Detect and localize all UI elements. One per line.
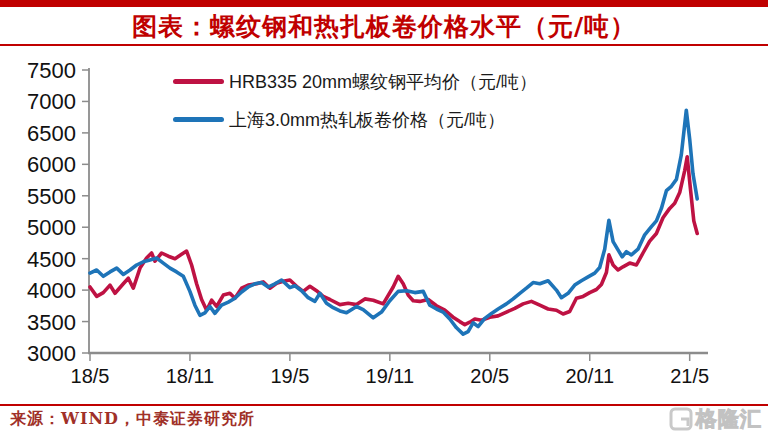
x-tick-label: 18/11 [166, 365, 215, 387]
y-tick-label: 3000 [27, 341, 76, 366]
chart-page: 图表：螺纹钢和热扎板卷价格水平（元/吨） 3000350040004500500… [0, 0, 768, 435]
x-tick-label: 19/5 [270, 365, 309, 387]
legend-item-rebar: HRB335 20mm螺纹钢平均价（元/吨） [173, 66, 537, 97]
source-text: 来源：WIND，中泰证券研究所 [10, 409, 255, 430]
y-tick-label: 6000 [27, 152, 76, 177]
legend-label-hrc: 上海3.0mm热轧板卷价格（元/吨） [229, 108, 505, 132]
x-tick-label: 21/5 [670, 365, 709, 387]
legend-label-rebar: HRB335 20mm螺纹钢平均价（元/吨） [229, 70, 537, 94]
gelonghui-logo-icon [669, 407, 693, 431]
series-line-hrc [90, 110, 697, 334]
y-tick-label: 7000 [27, 89, 76, 114]
y-tick-label: 5500 [27, 184, 76, 209]
y-tick-label: 4000 [27, 278, 76, 303]
x-tick-label: 20/11 [565, 365, 614, 387]
y-tick-label: 3500 [27, 310, 76, 335]
y-tick-label: 5000 [27, 215, 76, 240]
gelonghui-watermark: 格隆汇 [669, 405, 762, 433]
hrc-line-swatch [173, 117, 224, 122]
y-tick-label: 4500 [27, 247, 76, 272]
x-tick-label: 19/11 [366, 365, 415, 387]
rebar-line-swatch [173, 79, 224, 84]
watermark-text: 格隆汇 [696, 405, 762, 433]
footer-divider [0, 404, 768, 406]
y-tick-label: 7500 [27, 58, 76, 83]
legend-item-hrc: 上海3.0mm热轧板卷价格（元/吨） [173, 104, 537, 135]
x-tick-label: 18/5 [71, 365, 110, 387]
x-tick-label: 20/5 [470, 365, 509, 387]
chart-legend: HRB335 20mm螺纹钢平均价（元/吨） 上海3.0mm热轧板卷价格（元/吨… [173, 66, 537, 142]
y-tick-label: 6500 [27, 121, 76, 146]
